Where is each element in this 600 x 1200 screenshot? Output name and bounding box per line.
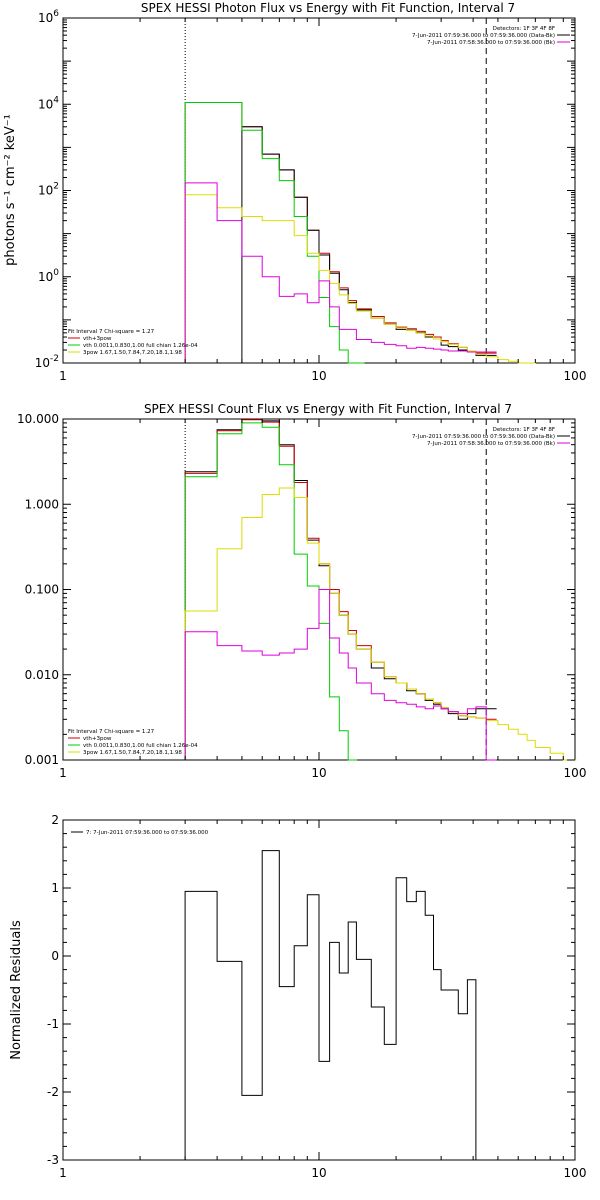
y-tick-label: 106 xyxy=(38,9,59,25)
y-axis-label: photons s⁻¹ cm⁻² keV⁻¹ xyxy=(3,114,18,266)
y-tick-label: 0.010 xyxy=(25,668,59,682)
y-axis: -3 -2 -1 0 1 2 xyxy=(47,813,575,1167)
y-tick-label: 0.100 xyxy=(25,583,59,597)
x-tick-label: 10 xyxy=(311,369,326,383)
y-tick-label: 0 xyxy=(51,949,59,963)
series-total xyxy=(184,850,497,1161)
plot-frame xyxy=(62,17,576,364)
y-tick-label: 104 xyxy=(38,95,59,111)
legend-bottom: Fit Interval 7 Chi-square = 1.27 vth+3po… xyxy=(68,329,198,356)
legend-entry: 3pow 1.67,1.50,7.84,7.20,18.1,1.98 xyxy=(83,750,182,756)
x-tick-label: 1 xyxy=(59,766,67,780)
x-axis: 1 10 100 xyxy=(59,18,586,383)
series-three-pow xyxy=(184,194,536,364)
y-tick-label: 100 xyxy=(38,268,59,284)
legend-entry: 7-Jun-2011 07:59:36.000 to 07:59:36.000 … xyxy=(412,434,555,440)
legend-entry: vth+3pow xyxy=(83,336,112,342)
legend-title: Detectors: 1F 3F 4F 8F xyxy=(493,427,555,433)
y-tick-exponent: 4 xyxy=(53,95,59,105)
fit-range-markers xyxy=(184,419,487,760)
y-tick-label: 102 xyxy=(38,182,59,198)
legend-title: Detectors: 1F 3F 4F 8F xyxy=(493,26,555,32)
y-axis: 10-2 100 102 104 106 xyxy=(35,9,575,370)
legend-title: Fit Interval 7 Chi-square = 1.27 xyxy=(68,329,155,335)
fit-range-markers xyxy=(184,18,487,363)
series-three-pow xyxy=(184,487,577,761)
x-tick-label: 1 xyxy=(59,369,67,383)
y-tick-label: 0.001 xyxy=(25,753,59,767)
series-group xyxy=(184,850,497,1161)
series-bk xyxy=(184,589,497,761)
series-vth xyxy=(184,102,365,364)
legend-entry: vth+3pow xyxy=(83,736,112,742)
y-tick-exponent: 6 xyxy=(53,9,59,19)
legend-top: 7: 7-Jun-2011 07:59:36.000 to 07:59:36.0… xyxy=(71,830,209,836)
series-bk xyxy=(184,182,497,363)
legend-entry: 7: 7-Jun-2011 07:59:36.000 to 07:59:36.0… xyxy=(86,830,209,836)
photon-flux-chart: SPEX HESSI Photon Flux vs Energy with Fi… xyxy=(3,1,586,383)
chart-title: SPEX HESSI Count Flux vs Energy with Fit… xyxy=(144,402,512,416)
residuals-chart: 1 10 100 -3 -2 -1 0 1 2 Normalized Residuals 7:… xyxy=(9,813,586,1180)
count-flux-chart: SPEX HESSI Count Flux vs Energy with Fit… xyxy=(17,402,586,780)
series-total xyxy=(241,126,497,363)
series-vth-plus-3pow xyxy=(184,419,497,760)
legend-entry: 7-Jun-2011 07:59:36.000 to 07:59:36.000 … xyxy=(412,33,555,39)
y-tick-label: 10-2 xyxy=(35,354,59,370)
x-tick-label: 100 xyxy=(564,1166,587,1180)
y-tick-label: 1 xyxy=(51,881,59,895)
x-tick-label: 10 xyxy=(311,766,326,780)
legend-entry: vth 0.0011,0.830,1.00 full chian 1.26e-0… xyxy=(83,343,198,349)
x-tick-label: 10 xyxy=(311,1166,326,1180)
y-tick-label: 1.000 xyxy=(25,497,59,511)
y-tick-label: -2 xyxy=(47,1085,59,1099)
y-tick-exponent: 2 xyxy=(53,182,59,192)
legend-entry: 7-Jun-2011 07:58:36.000 to 07:59:36.000 … xyxy=(427,441,555,447)
x-tick-label: 1 xyxy=(59,1166,67,1180)
series-vth-plus-3pow xyxy=(184,102,497,363)
legend-top: Detectors: 1F 3F 4F 8F 7-Jun-2011 07:59:… xyxy=(412,427,570,447)
x-tick-label: 100 xyxy=(564,369,587,383)
y-axis: 0.001 0.010 0.100 1.000 10.000 xyxy=(17,412,575,767)
series-group xyxy=(184,102,536,364)
series-group xyxy=(184,418,577,761)
series-total xyxy=(184,418,497,760)
x-tick-label: 100 xyxy=(564,766,587,780)
legend-top: Detectors: 1F 3F 4F 8F 7-Jun-2011 07:59:… xyxy=(412,26,570,46)
y-tick-label: -3 xyxy=(47,1153,59,1167)
y-tick-exponent: 0 xyxy=(53,268,59,278)
x-axis: 1 10 100 xyxy=(59,820,586,1180)
y-axis-label: Normalized Residuals xyxy=(9,920,24,1060)
series-vth xyxy=(184,422,358,761)
legend-entry: vth 0.0011,0.830,1.00 full chian 1.26e-0… xyxy=(83,743,198,749)
y-tick-exponent: -2 xyxy=(50,354,59,364)
x-axis: 1 10 100 xyxy=(59,419,586,780)
y-tick-label: 10.000 xyxy=(17,412,59,426)
y-tick-label: 2 xyxy=(51,813,59,827)
legend-title: Fit Interval 7 Chi-square = 1.27 xyxy=(68,729,155,735)
legend-entry: 7-Jun-2011 07:58:36.000 to 07:59:36.000 … xyxy=(427,40,555,46)
chart-title: SPEX HESSI Photon Flux vs Energy with Fi… xyxy=(141,1,515,15)
legend-entry: 3pow 1.67,1.50,7.84,7.20,18.1,1.98 xyxy=(83,350,182,356)
y-tick-label: -1 xyxy=(47,1017,59,1031)
legend-bottom: Fit Interval 7 Chi-square = 1.27 vth+3po… xyxy=(68,729,198,756)
